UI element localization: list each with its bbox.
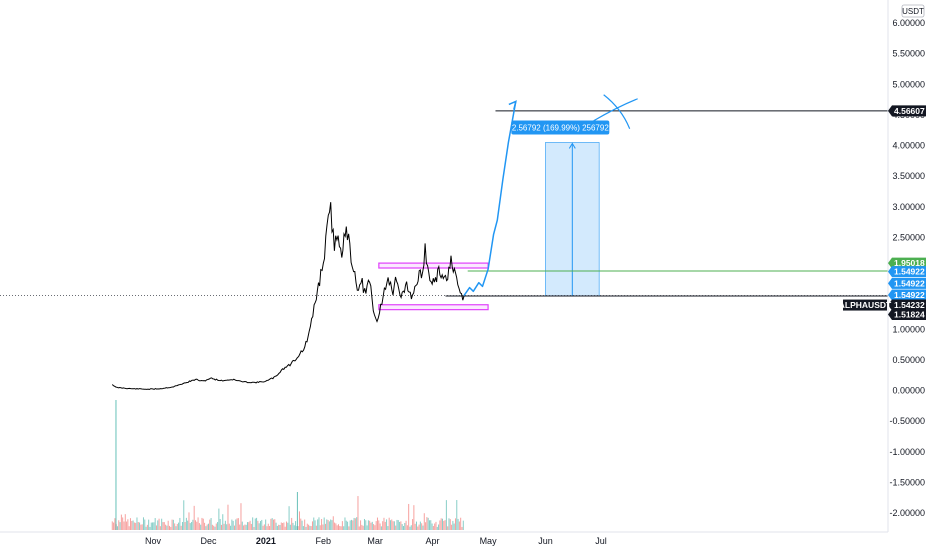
price-tag-text: 1.54922: [894, 267, 925, 277]
y-tick-label: 5.00000: [892, 79, 925, 89]
projection-arrow-head: [508, 100, 517, 110]
measure-arrow-head: [568, 142, 576, 149]
y-tick-label: 0.00000: [892, 386, 925, 396]
time-axis[interactable]: Nov Dec 2021 Feb Mar Apr May Jun Jul: [0, 531, 888, 546]
x-tick-label: Nov: [145, 536, 162, 546]
price-tag: 4.56607: [888, 105, 926, 117]
volume-bars: [111, 400, 464, 530]
symbol-tag-text: ALPHAUSDT: [839, 300, 892, 310]
x-tick-label: Jul: [595, 536, 607, 546]
y-tick-label: 5.50000: [892, 49, 925, 59]
price-tag-text: 1.51824: [894, 310, 925, 320]
cross-marker: [593, 94, 638, 129]
currency-badge-group: USDT: [901, 4, 925, 18]
measure-label-text: 2.56792 (169.99%) 256792: [512, 123, 610, 132]
y-tick-label: 6.00000: [892, 18, 925, 28]
x-tick-label: Dec: [201, 536, 218, 546]
y-tick-label: 3.00000: [892, 202, 925, 212]
price-tag: 1.54922: [888, 266, 926, 278]
price-tag-text: 1.54232: [894, 300, 925, 310]
price-line-group: [111, 202, 465, 391]
currency-badge[interactable]: USDT: [901, 4, 925, 18]
horizontal-lines: [0, 110, 888, 297]
price-tags: 4.566071.950181.549221.549221.549221.542…: [839, 105, 926, 321]
y-tick-label: 0.50000: [892, 355, 925, 365]
measure-label: 2.56792 (169.99%) 256792: [511, 120, 610, 135]
y-tick-label: 3.50000: [892, 171, 925, 181]
y-tick-label: 2.50000: [892, 232, 925, 242]
price-tag: 1.54232: [888, 299, 926, 311]
price-line: [111, 202, 465, 391]
price-tag: 1.95018: [888, 257, 926, 269]
price-tag-text: 4.56607: [894, 106, 925, 116]
x-tick-label: 2021: [256, 536, 276, 546]
range-box[interactable]: [378, 262, 489, 269]
y-tick-label: -1.50000: [889, 477, 925, 487]
price-tag-text: 1.95018: [894, 258, 925, 268]
price-tag: 1.54922: [888, 277, 926, 289]
cross-marker-stroke: [593, 98, 638, 122]
y-tick-label: 1.00000: [892, 324, 925, 334]
cross-marker-stroke: [603, 94, 631, 129]
x-tick-label: Feb: [316, 536, 332, 546]
x-tick-label: Jun: [538, 536, 553, 546]
price-tag-text: 1.54922: [894, 278, 925, 288]
y-tick-label: -1.00000: [889, 447, 925, 457]
range-box[interactable]: [378, 304, 489, 311]
y-tick-label: -2.00000: [889, 508, 925, 518]
currency-badge-text: USDT: [902, 7, 924, 16]
price-tag: 1.54922: [888, 289, 926, 301]
price-tag-text: 1.54922: [894, 290, 925, 300]
x-tick-label: Apr: [426, 536, 440, 546]
projection-path-group: [463, 100, 517, 297]
price-tag: 1.51824: [888, 309, 926, 321]
symbol-tag: ALPHAUSDT: [839, 299, 892, 311]
projection-path[interactable]: [463, 101, 517, 297]
y-tick-label: 4.00000: [892, 141, 925, 151]
x-tick-label: Mar: [367, 536, 383, 546]
x-tick-label: May: [480, 536, 498, 546]
y-tick-label: -0.50000: [889, 416, 925, 426]
